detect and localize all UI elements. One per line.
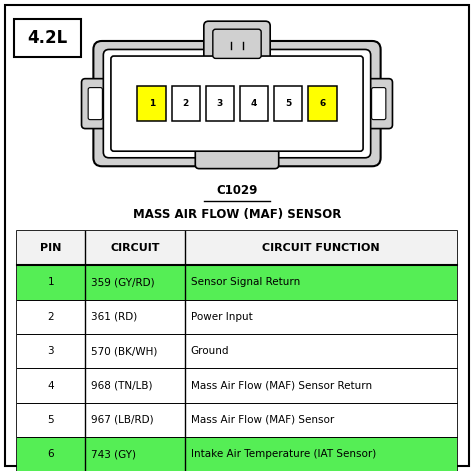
Bar: [172, 86, 200, 121]
Text: 743 (GY): 743 (GY): [91, 449, 136, 459]
Text: 3: 3: [217, 99, 223, 108]
FancyBboxPatch shape: [111, 56, 363, 151]
Text: 968 (TN/LB): 968 (TN/LB): [91, 381, 153, 390]
Bar: [137, 86, 166, 121]
Bar: [240, 86, 268, 121]
FancyBboxPatch shape: [88, 88, 102, 120]
FancyBboxPatch shape: [372, 88, 386, 120]
Text: Mass Air Flow (MAF) Sensor: Mass Air Flow (MAF) Sensor: [191, 415, 334, 425]
Bar: [308, 86, 337, 121]
Text: C1029: C1029: [216, 184, 258, 197]
Bar: [17, 334, 457, 368]
FancyBboxPatch shape: [366, 79, 392, 129]
Text: 361 (RD): 361 (RD): [91, 312, 137, 322]
Text: CIRCUIT FUNCTION: CIRCUIT FUNCTION: [262, 243, 380, 253]
Bar: [274, 86, 302, 121]
Text: MASS AIR FLOW (MAF) SENSOR: MASS AIR FLOW (MAF) SENSOR: [133, 208, 341, 221]
Bar: [17, 368, 457, 403]
Text: 3: 3: [48, 346, 54, 356]
Bar: [17, 300, 457, 334]
Text: 359 (GY/RD): 359 (GY/RD): [91, 277, 155, 287]
FancyBboxPatch shape: [213, 29, 261, 58]
Bar: [17, 403, 457, 437]
Text: 1: 1: [148, 99, 155, 108]
Bar: [17, 437, 457, 471]
Text: Power Input: Power Input: [191, 312, 252, 322]
Text: 6: 6: [319, 99, 326, 108]
Text: 4.2L: 4.2L: [27, 29, 67, 47]
Bar: [17, 231, 457, 265]
Text: 2: 2: [182, 99, 189, 108]
Text: 4: 4: [251, 99, 257, 108]
FancyBboxPatch shape: [103, 49, 371, 158]
Text: 5: 5: [48, 415, 54, 425]
Text: 2: 2: [48, 312, 54, 322]
Text: 4: 4: [48, 381, 54, 390]
Text: Intake Air Temperature (IAT Sensor): Intake Air Temperature (IAT Sensor): [191, 449, 376, 459]
Text: Ground: Ground: [191, 346, 229, 356]
Bar: [17, 231, 457, 471]
Text: PIN: PIN: [40, 243, 62, 253]
Text: 967 (LB/RD): 967 (LB/RD): [91, 415, 154, 425]
Text: Mass Air Flow (MAF) Sensor Return: Mass Air Flow (MAF) Sensor Return: [191, 381, 372, 390]
FancyBboxPatch shape: [204, 21, 270, 66]
Bar: [14, 19, 81, 57]
Text: 6: 6: [48, 449, 54, 459]
FancyBboxPatch shape: [93, 41, 381, 166]
Bar: [17, 265, 457, 300]
FancyBboxPatch shape: [195, 142, 279, 169]
Text: CIRCUIT: CIRCUIT: [110, 243, 160, 253]
Bar: [206, 86, 234, 121]
Text: 5: 5: [285, 99, 292, 108]
Text: Sensor Signal Return: Sensor Signal Return: [191, 277, 300, 287]
Text: 1: 1: [48, 277, 54, 287]
Text: 570 (BK/WH): 570 (BK/WH): [91, 346, 157, 356]
FancyBboxPatch shape: [82, 79, 108, 129]
